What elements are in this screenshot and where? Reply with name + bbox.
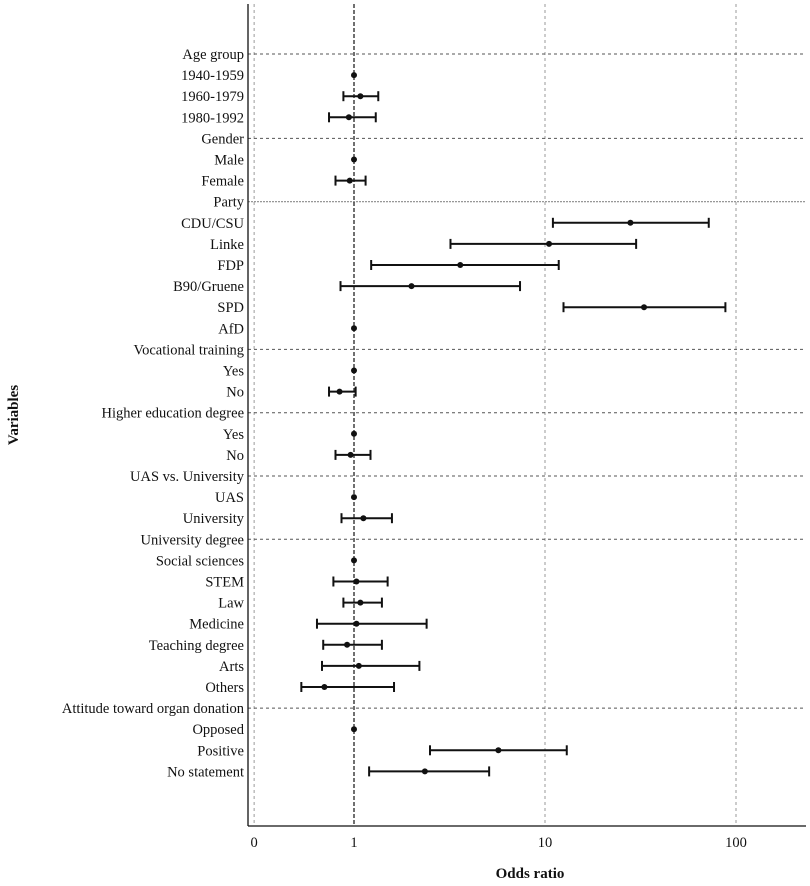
point-estimate-15 [351,367,357,374]
point-estimate-11 [408,283,415,290]
y-axis-title: Variables [6,385,22,445]
point-estimate-18 [351,430,357,437]
point-estimate-33 [495,747,502,754]
point-estimate-29 [355,662,362,669]
point-estimate-1 [351,72,357,79]
point-estimate-10 [457,262,464,268]
row-label-33: Positive [197,743,244,759]
section-separators [248,53,806,709]
row-label-27: Medicine [189,617,244,633]
point-estimate-19 [347,451,354,458]
point-estimate-8 [627,219,634,226]
x-tick-label-2: 10 [538,835,553,851]
point-estimate-30 [321,684,328,690]
point-estimate-34 [421,768,428,775]
point-estimate-13 [351,325,357,332]
point-estimate-6 [346,177,353,184]
point-estimate-16 [336,388,343,395]
point-estimate-9 [546,240,553,247]
point-estimate-24 [351,557,357,564]
row-label-2: 1960-1979 [181,89,244,105]
vertical-gridlines [253,4,737,826]
row-label-9: Linke [210,237,244,253]
row-label-21: UAS [215,490,244,506]
point-estimate-28 [344,641,351,648]
row-label-19: No [226,448,244,464]
row-label-26: Law [218,596,244,612]
group-label-4: Gender [201,131,244,147]
row-label-28: Teaching degree [149,638,244,654]
group-label-17: Higher education degree [101,406,244,422]
point-estimate-32 [351,726,357,733]
x-tick-label-0: 0 [251,835,258,851]
row-label-30: Others [205,680,244,696]
group-label-31: Attitude toward organ donation [62,701,245,717]
row-label-11: B90/Gruene [173,279,244,295]
x-axis-title: Odds ratio [496,866,565,882]
point-estimate-22 [360,515,367,522]
point-estimate-5 [351,156,357,163]
row-label-24: Social sciences [156,553,245,569]
point-estimate-27 [353,620,360,627]
group-label-7: Party [213,195,244,211]
row-label-32: Opposed [192,722,244,738]
point-estimate-25 [353,578,360,585]
row-label-5: Male [214,153,244,169]
row-label-13: AfD [218,321,244,337]
row-label-22: University [183,511,245,527]
point-estimate-21 [351,494,357,501]
row-label-18: Yes [223,427,244,443]
group-label-0: Age group [182,47,244,63]
row-label-1: 1940-1959 [181,68,244,84]
x-tick-label-1: 1 [350,835,357,851]
x-tick-label-3: 100 [725,835,747,851]
row-label-25: STEM [205,575,244,591]
axes [247,4,806,827]
row-label-12: SPD [217,300,244,316]
point-estimate-26 [357,599,364,606]
row-label-34: No statement [167,764,244,780]
row-label-29: Arts [219,659,244,675]
x-tick-labels: 0 1 10 100 [251,835,747,851]
row-labels: Age group 1940-1959 1960-1979 1980-1992 Gend… [62,47,245,780]
estimate-marks [300,72,727,777]
group-label-14: Vocational training [134,342,244,358]
row-label-8: CDU/CSU [181,216,244,232]
row-label-3: 1980-1992 [181,110,244,126]
point-estimate-2 [357,93,364,100]
point-estimate-12 [641,304,648,311]
row-label-10: FDP [217,258,244,274]
row-label-15: Yes [223,364,244,380]
row-label-16: No [226,385,244,401]
row-label-6: Female [201,174,244,190]
point-estimate-3 [345,114,352,121]
group-label-20: UAS vs. University [130,469,245,485]
group-label-23: University degree [141,532,244,548]
